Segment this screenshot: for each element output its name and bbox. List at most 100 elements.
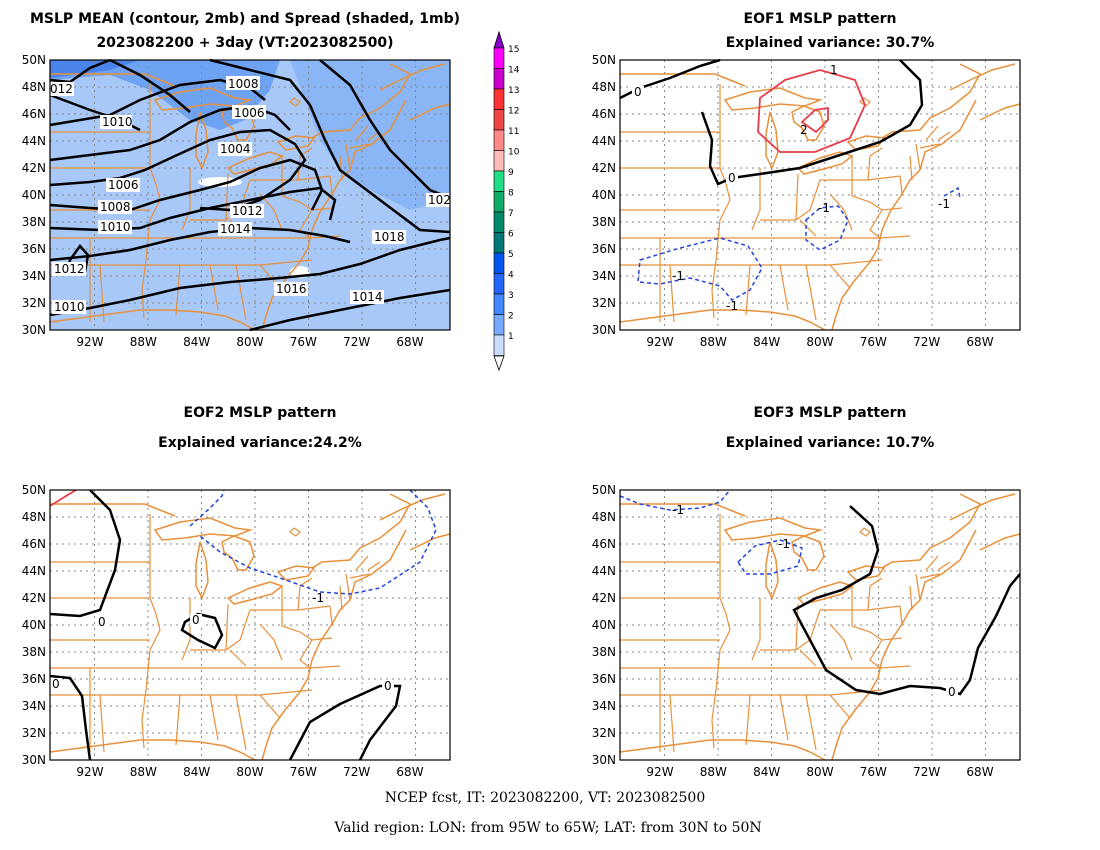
lon-tick-label: 68W (396, 335, 423, 349)
contour-label: 0 (52, 677, 60, 691)
colorbar-label: 10 (508, 148, 520, 158)
negative-contour (189, 489, 437, 595)
contour-label: 1014 (220, 222, 251, 236)
contour-label: 1014 (352, 290, 383, 304)
contour-labels: 012 1010 1008 1006 1004 1006 1008 1010 1… (48, 76, 451, 314)
contour-label: 1004 (220, 142, 251, 156)
colorbar-swatch (493, 68, 505, 90)
lat-tick-label: 50N (22, 53, 46, 67)
contour-label: 1006 (234, 106, 265, 120)
colorbar-swatch (493, 314, 505, 336)
lon-tick-label: 88W (130, 335, 157, 349)
lon-tick-label: 72W (913, 335, 940, 349)
lat-tick-label: 40N (22, 188, 46, 202)
contour-label: -1 (312, 591, 324, 605)
contour-label: -1 (818, 201, 830, 215)
colorbar-label: 14 (508, 66, 520, 76)
lon-tick-label: 76W (860, 335, 887, 349)
spread-shading-1 (198, 177, 242, 187)
negative-contour (637, 237, 763, 301)
lat-tick-label: 38N (22, 215, 46, 229)
lat-tick-label: 50N (592, 53, 616, 67)
colorbar-swatch (493, 129, 505, 151)
contour-label: 2 (800, 123, 808, 137)
colorbar-label: 15 (508, 45, 519, 55)
colorbar-swatch (493, 88, 505, 110)
lat-tick-label: 32N (22, 726, 46, 740)
lat-tick-label: 42N (592, 161, 616, 175)
lon-tick-label: 84W (183, 765, 210, 779)
lon-tick-label: 72W (343, 765, 370, 779)
map-area: 0 0 0 0 -1 (49, 489, 451, 761)
lat-tick-label: 48N (592, 510, 616, 524)
lat-tick-label: 30N (592, 323, 616, 337)
colorbar-label: 8 (508, 189, 514, 199)
contour-label: 0 (948, 685, 956, 699)
panel-title: EOF1 MSLP pattern (744, 11, 897, 27)
colorbar-swatch (493, 293, 505, 315)
lat-tick-label: 36N (592, 242, 616, 256)
footer-forecast-info: NCEP fcst, IT: 2023082200, VT: 202308250… (385, 790, 705, 806)
map-area: 012 1010 1008 1006 1004 1006 1008 1010 1… (48, 58, 451, 332)
lon-tick-label: 68W (396, 765, 423, 779)
lon-tick-label: 72W (343, 335, 370, 349)
panel-eof2: EOF2 MSLP pattern Explained variance:24.… (49, 405, 451, 761)
colorbar-label: 6 (508, 230, 514, 240)
lat-tick-label: 46N (22, 537, 46, 551)
panel-eof3: EOF3 MSLP pattern Explained variance: 10… (619, 405, 1021, 761)
contour-label: -1 (938, 197, 950, 211)
lon-tick-label: 92W (76, 765, 103, 779)
lat-tick-label: 32N (592, 726, 616, 740)
zero-contour (792, 505, 1021, 696)
contour-label: 0 (98, 615, 106, 629)
lat-tick-label: 46N (592, 107, 616, 121)
colorbar-label: 1 (508, 332, 514, 342)
positive-contour (49, 489, 77, 507)
map-frame (49, 489, 451, 761)
lon-tick-label: 68W (966, 765, 993, 779)
lon-tick-label: 84W (753, 335, 780, 349)
lat-tick-label: 42N (22, 591, 46, 605)
contour-label: 1 (830, 63, 838, 77)
contour-label: -1 (672, 269, 684, 283)
panel-title: EOF2 MSLP pattern (184, 405, 337, 421)
contour-label: 0 (634, 85, 642, 99)
lat-tick-label: 48N (592, 80, 616, 94)
contour-label: -1 (726, 299, 738, 313)
zero-contour (49, 674, 92, 761)
lon-tick-label: 84W (753, 765, 780, 779)
colorbar-label: 11 (508, 127, 519, 137)
lat-tick-label: 32N (592, 296, 616, 310)
colorbar-swatch (493, 150, 505, 172)
colorbar-swatch (493, 232, 505, 254)
colorbar-swatch (493, 109, 505, 131)
lat-tick-label: 50N (592, 483, 616, 497)
lon-tick-label: 76W (860, 765, 887, 779)
lon-tick-label: 88W (700, 335, 727, 349)
lon-tick-label: 76W (290, 335, 317, 349)
contour-label: 1016 (276, 282, 307, 296)
contour-label: 0 (728, 171, 736, 185)
panel-title: MSLP MEAN (contour, 2mb) and Spread (sha… (30, 11, 460, 27)
lon-tick-label: 80W (236, 335, 263, 349)
lat-tick-label: 44N (592, 564, 616, 578)
colorbar-swatch (493, 170, 505, 192)
lat-tick-label: 34N (592, 699, 616, 713)
colorbar-swatch (493, 211, 505, 233)
lat-tick-label: 30N (592, 753, 616, 767)
colorbar-swatch (493, 273, 505, 295)
colorbar-swatch (493, 334, 505, 356)
colorbar-label: 5 (508, 250, 514, 260)
lon-tick-label: 80W (806, 335, 833, 349)
contour-label: 1010 (102, 115, 133, 129)
negative-contour (619, 489, 731, 511)
map-frame (49, 59, 451, 331)
colorbar-label: 7 (508, 209, 514, 219)
lat-tick-label: 34N (22, 699, 46, 713)
axis-labels: 50N 48N 46N 44N 42N 40N 38N 36N 34N 32N 30N 92W 88W 8… (22, 53, 994, 779)
footer-valid-region: Valid region: LON: from 95W to 65W; LAT:… (333, 820, 761, 836)
lon-tick-label: 68W (966, 335, 993, 349)
colorbar-swatch (493, 252, 505, 274)
negative-contour (943, 186, 961, 199)
lat-tick-label: 38N (592, 215, 616, 229)
